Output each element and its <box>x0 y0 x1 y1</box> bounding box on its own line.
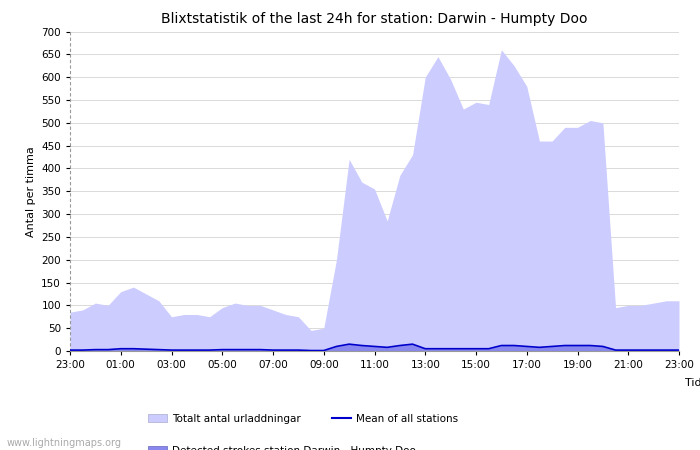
Y-axis label: Antal per timma: Antal per timma <box>26 146 36 237</box>
Title: Blixtstatistik of the last 24h for station: Darwin - Humpty Doo: Blixtstatistik of the last 24h for stati… <box>161 12 588 26</box>
Text: www.lightningmaps.org: www.lightningmaps.org <box>7 438 122 448</box>
Legend: Detected strokes station Darwin - Humpty Doo: Detected strokes station Darwin - Humpty… <box>148 446 416 450</box>
Text: Tid: Tid <box>685 378 700 388</box>
